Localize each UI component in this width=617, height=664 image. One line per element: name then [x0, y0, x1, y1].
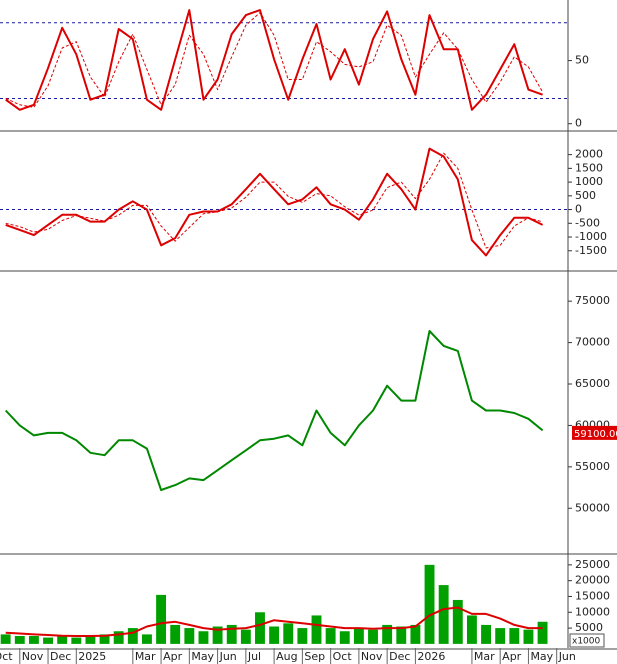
- panel: [4, 330, 544, 491]
- volume-bar: [509, 628, 520, 644]
- x-tick-label: Oct: [333, 650, 353, 663]
- panel: [0, 9, 568, 111]
- volume-bar: [311, 615, 322, 644]
- volume-bar: [240, 629, 251, 644]
- volume-bar: [226, 624, 237, 644]
- volume-bar: [212, 626, 223, 644]
- x-tick-label: Mar: [474, 650, 495, 663]
- x-tick-label: Sep: [304, 650, 325, 663]
- x-tick-label: Jun: [219, 650, 237, 663]
- x-tick-label: Mar: [135, 650, 156, 663]
- panel: [0, 147, 568, 257]
- volume-bar: [184, 628, 195, 644]
- series-line: [5, 147, 544, 257]
- volume-bar: [99, 634, 110, 644]
- x-tick-label: May: [191, 650, 214, 663]
- series-line: [4, 330, 544, 491]
- y-tick-label: 500: [575, 189, 596, 202]
- y-tick-label: 5000: [575, 621, 603, 634]
- last-price-box: [572, 425, 617, 440]
- x-tick-label: Aug: [276, 650, 297, 663]
- volume-bar: [170, 624, 181, 644]
- y-tick-label: 1500: [575, 161, 603, 174]
- volume-bar: [85, 635, 96, 644]
- x-tick-label: Dec: [389, 650, 410, 663]
- y-tick-label: 75000: [575, 294, 610, 307]
- volume-bar: [537, 621, 548, 644]
- volume-bar: [297, 628, 308, 644]
- y-tick-label: -1000: [575, 230, 607, 243]
- volume-bar: [142, 634, 152, 644]
- volume-bar: [269, 626, 280, 644]
- volume-bar: [14, 635, 25, 644]
- panel: [0, 564, 548, 644]
- y-tick-label: 2000: [575, 148, 603, 161]
- x-tick-label: Apr: [163, 650, 183, 663]
- x-tick-label: Nov: [361, 650, 383, 663]
- y-tick-label: 25000: [575, 558, 610, 571]
- y-tick-label: 50: [575, 54, 589, 67]
- x-tick-label: Oct: [0, 650, 13, 663]
- volume-bar: [198, 631, 209, 644]
- last-price-label: 59100.00: [574, 429, 617, 440]
- y-tick-label: 0: [575, 203, 582, 216]
- volume-bar: [28, 635, 39, 644]
- volume-bar: [0, 634, 11, 644]
- unit-label: x1000: [572, 637, 601, 647]
- volume-bar: [127, 628, 138, 644]
- volume-bar: [466, 615, 477, 644]
- x-tick-label: 2026: [417, 650, 445, 663]
- x-tick-label: Apr: [502, 650, 522, 663]
- x-tick-label: Jun: [558, 650, 576, 663]
- volume-bar: [368, 629, 378, 644]
- volume-bar: [283, 623, 294, 644]
- unit-box: [569, 633, 605, 648]
- volume-bar: [353, 628, 364, 644]
- volume-bar: [325, 628, 336, 644]
- series-line: [5, 606, 543, 637]
- y-tick-label: 20000: [575, 574, 610, 587]
- volume-bar: [255, 612, 265, 644]
- y-tick-label: 55000: [575, 460, 610, 473]
- volume-bar: [410, 624, 421, 644]
- volume-bar: [523, 629, 534, 644]
- x-tick-label: Nov: [22, 650, 44, 663]
- volume-bar: [339, 631, 350, 644]
- y-tick-label: 50000: [575, 501, 610, 514]
- volume-bar: [481, 624, 491, 644]
- volume-bar: [113, 631, 124, 644]
- y-tick-label: 70000: [575, 336, 610, 349]
- y-tick-label: -500: [575, 216, 600, 229]
- y-tick-label: 15000: [575, 589, 610, 602]
- x-tick-label: 2025: [78, 650, 106, 663]
- signal-line: [5, 12, 544, 108]
- y-tick-label: 10000: [575, 605, 610, 618]
- volume-bar: [43, 637, 53, 644]
- volume-bar: [452, 599, 463, 644]
- volume-bar: [424, 564, 435, 644]
- volume-bar: [57, 635, 68, 644]
- volume-bar: [438, 585, 449, 644]
- volume-bar: [71, 637, 82, 644]
- x-tick-label: May: [530, 650, 553, 663]
- volume-bar: [396, 626, 407, 644]
- y-tick-label: 0: [575, 117, 582, 130]
- y-tick-label: -1500: [575, 244, 607, 257]
- y-tick-label: 65000: [575, 377, 610, 390]
- volume-bar: [382, 624, 393, 644]
- volume-bar: [156, 594, 167, 644]
- volume-bar: [495, 628, 506, 644]
- x-tick-label: Dec: [50, 650, 71, 663]
- x-tick-label: Jul: [247, 650, 261, 663]
- signal-line: [5, 152, 543, 249]
- series-line: [5, 9, 543, 111]
- y-tick-label: 1000: [575, 175, 603, 188]
